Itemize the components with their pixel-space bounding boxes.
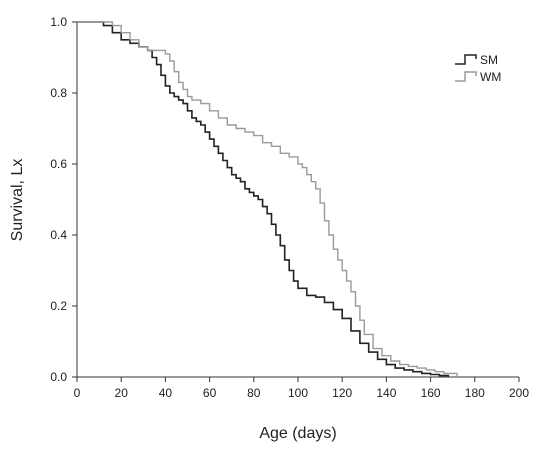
x-tick-label: 160 (421, 386, 441, 400)
x-axis-title: Age (days) (259, 425, 336, 442)
x-tick-label: 0 (74, 386, 81, 400)
legend-swatch-sm (455, 54, 477, 65)
legend-label-wm: WM (480, 70, 501, 84)
x-tick-label: 140 (376, 386, 396, 400)
x-tick-label: 120 (332, 386, 352, 400)
x-tick-label: 200 (509, 386, 529, 400)
y-tick-label: 1.0 (50, 15, 67, 29)
series-line-sm (77, 21, 450, 377)
y-tick-label: 0.4 (50, 228, 67, 242)
legend-swatch-wm (455, 71, 477, 82)
legend-label-sm: SM (480, 53, 498, 67)
series-line-wm (77, 21, 458, 377)
series-layer (77, 21, 458, 377)
legend: SM WM (455, 53, 501, 84)
x-tick-label: 80 (247, 386, 261, 400)
y-tick-label: 0.6 (50, 157, 67, 171)
y-tick-label: 0.8 (50, 86, 67, 100)
y-tick-label: 0.2 (50, 299, 67, 313)
x-tick-label: 180 (465, 386, 485, 400)
y-axis-title: Survival, Lx (9, 159, 26, 242)
x-tick-label: 100 (288, 386, 308, 400)
x-tick-label: 40 (159, 386, 173, 400)
y-tick-label: 0.0 (50, 370, 67, 384)
x-tick-label: 60 (203, 386, 217, 400)
axes: 0 20 40 60 80 100 120 140 160 180 200 0.0 0.2 0.4 0.6 0… (50, 15, 529, 400)
x-tick-label: 20 (115, 386, 129, 400)
